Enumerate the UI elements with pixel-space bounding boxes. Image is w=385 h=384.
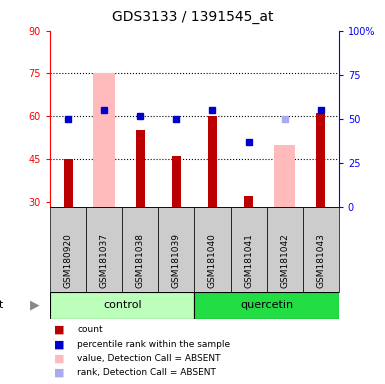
Text: GDS3133 / 1391545_at: GDS3133 / 1391545_at	[112, 10, 273, 23]
Bar	[194, 292, 339, 319]
Text: GSM181037: GSM181037	[100, 233, 109, 288]
Text: percentile rank within the sample: percentile rank within the sample	[77, 340, 230, 349]
Text: control: control	[103, 300, 142, 310]
Text: GSM181041: GSM181041	[244, 233, 253, 288]
Text: rank, Detection Call = ABSENT: rank, Detection Call = ABSENT	[77, 369, 216, 377]
Bar	[194, 207, 231, 292]
Bar	[172, 156, 181, 207]
Bar	[50, 292, 194, 319]
Bar	[136, 131, 145, 207]
Bar	[122, 207, 158, 292]
Bar	[316, 113, 325, 207]
Bar	[266, 207, 303, 292]
Bar	[303, 207, 339, 292]
Text: ■: ■	[54, 368, 64, 378]
Bar	[231, 207, 266, 292]
Bar	[86, 207, 122, 292]
Text: GSM181043: GSM181043	[316, 233, 325, 288]
Bar	[50, 207, 86, 292]
Bar	[208, 116, 217, 207]
Text: GSM181040: GSM181040	[208, 233, 217, 288]
Text: count: count	[77, 325, 103, 334]
Text: ■: ■	[54, 339, 64, 349]
Text: ■: ■	[54, 354, 64, 364]
Bar	[158, 207, 194, 292]
Text: GSM181039: GSM181039	[172, 233, 181, 288]
Text: value, Detection Call = ABSENT: value, Detection Call = ABSENT	[77, 354, 221, 363]
Bar	[64, 159, 73, 207]
Text: ■: ■	[54, 325, 64, 335]
Bar	[244, 196, 253, 207]
Text: quercetin: quercetin	[240, 300, 293, 310]
Bar	[94, 73, 115, 207]
Text: ▶: ▶	[30, 299, 39, 312]
Bar	[274, 145, 296, 207]
Text: GSM181038: GSM181038	[136, 233, 145, 288]
Text: GSM180920: GSM180920	[64, 233, 73, 288]
Text: GSM181042: GSM181042	[280, 233, 289, 288]
Text: agent: agent	[0, 300, 4, 310]
